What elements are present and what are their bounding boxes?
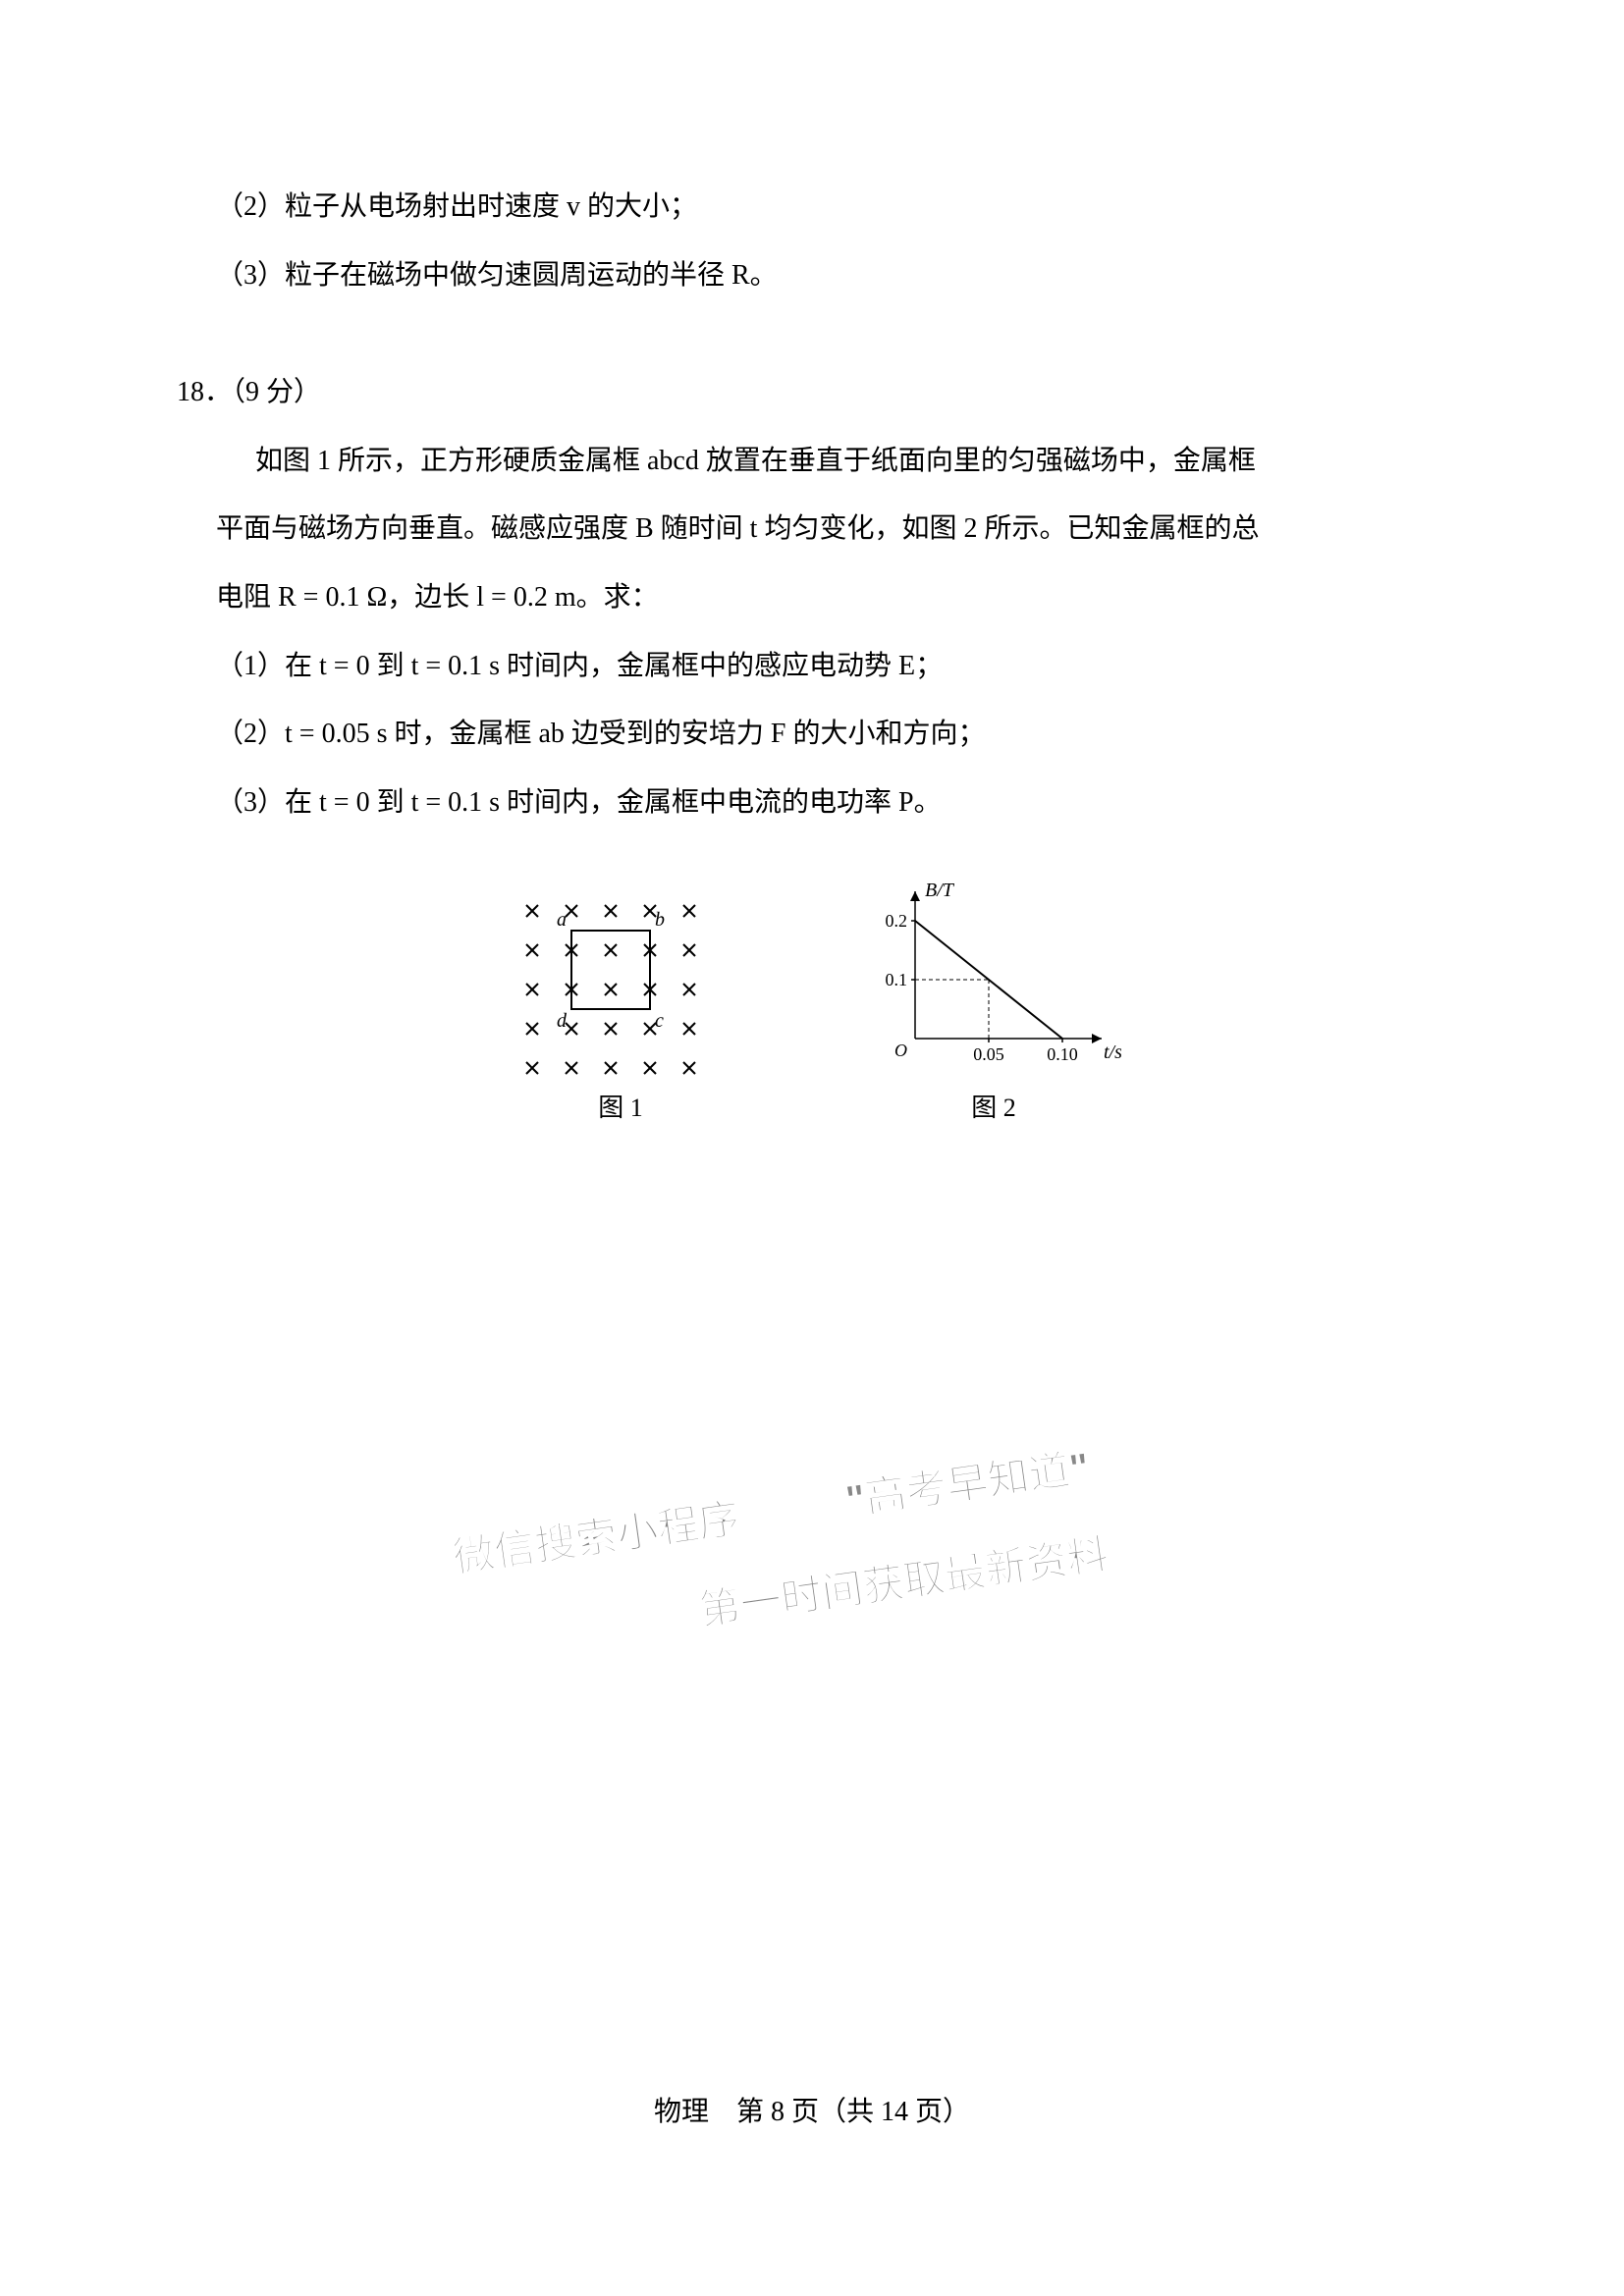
q18-part1: （1）在 t = 0 到 t = 0.1 s 时间内，金属框中的感应电动势 E； (177, 636, 1447, 697)
page-footer: 物理 第 8 页（共 14 页） (0, 2090, 1624, 2129)
watermark-line3: 第一时间获取最新资料 (695, 1521, 1111, 1637)
svg-text:c: c (655, 1010, 664, 1032)
q18-part3: （3）在 t = 0 到 t = 0.1 s 时间内，金属框中电流的电功率 P。 (177, 773, 1447, 833)
svg-text:t/s: t/s (1104, 1041, 1121, 1063)
svg-text:d: d (557, 1010, 568, 1032)
svg-text:0.1: 0.1 (886, 970, 908, 989)
svg-text:0.2: 0.2 (886, 911, 908, 931)
footer-page: 第 8 页（共 14 页） (736, 2097, 970, 2127)
q17-part2: （2）粒子从电场射出时速度 v 的大小； (177, 177, 1447, 238)
svg-text:0.05: 0.05 (973, 1044, 1004, 1064)
svg-text:a: a (557, 909, 567, 931)
figures-container: abdc 图 1 B/Tt/sO0.10.20.050.10 图 2 微信搜索小… (177, 881, 1447, 1124)
figure-1-svg: a b d c (503, 881, 738, 1078)
svg-text:0.10: 0.10 (1047, 1044, 1078, 1064)
q18-intro-l2: 平面与磁场方向垂直。磁感应强度 B 随时间 t 均匀变化，如图 2 所示。已知金… (177, 499, 1447, 560)
page-content: （2）粒子从电场射出时速度 v 的大小； （3）粒子在磁场中做匀速圆周运动的半径… (0, 0, 1624, 1124)
footer-subject: 物理 (654, 2097, 709, 2127)
q18-intro-l1: 如图 1 所示，正方形硬质金属框 abcd 放置在垂直于纸面向里的匀强磁场中，金… (177, 431, 1447, 492)
svg-text:B/T: B/T (925, 881, 955, 901)
q18-part2: （2）t = 0.05 s 时，金属框 ab 边受到的安培力 F 的大小和方向； (177, 704, 1447, 765)
figure-2: B/T t/s O 0.1 0.2 0.05 0.10 图 2 (866, 881, 1121, 1124)
svg-text:O: O (894, 1041, 907, 1060)
figure-1-caption: 图 1 (598, 1088, 643, 1124)
q18-number: 18．（9 分） (177, 362, 1447, 423)
figure-2-caption: 图 2 (971, 1088, 1016, 1124)
watermark-line2: "高考早知道" (841, 1434, 1093, 1527)
q17-part3: （3）粒子在磁场中做匀速圆周运动的半径 R。 (177, 245, 1447, 306)
watermark-line1: 微信搜索小程序 (449, 1485, 743, 1584)
figure-1: a b d c 图 1 (503, 881, 738, 1124)
q18-intro-l3: 电阻 R = 0.1 Ω，边长 l = 0.2 m。求： (177, 567, 1447, 628)
figure-2-svg: B/T t/s O 0.1 0.2 0.05 0.10 (866, 881, 1121, 1078)
spacer (177, 313, 1447, 362)
svg-text:b: b (655, 909, 665, 931)
